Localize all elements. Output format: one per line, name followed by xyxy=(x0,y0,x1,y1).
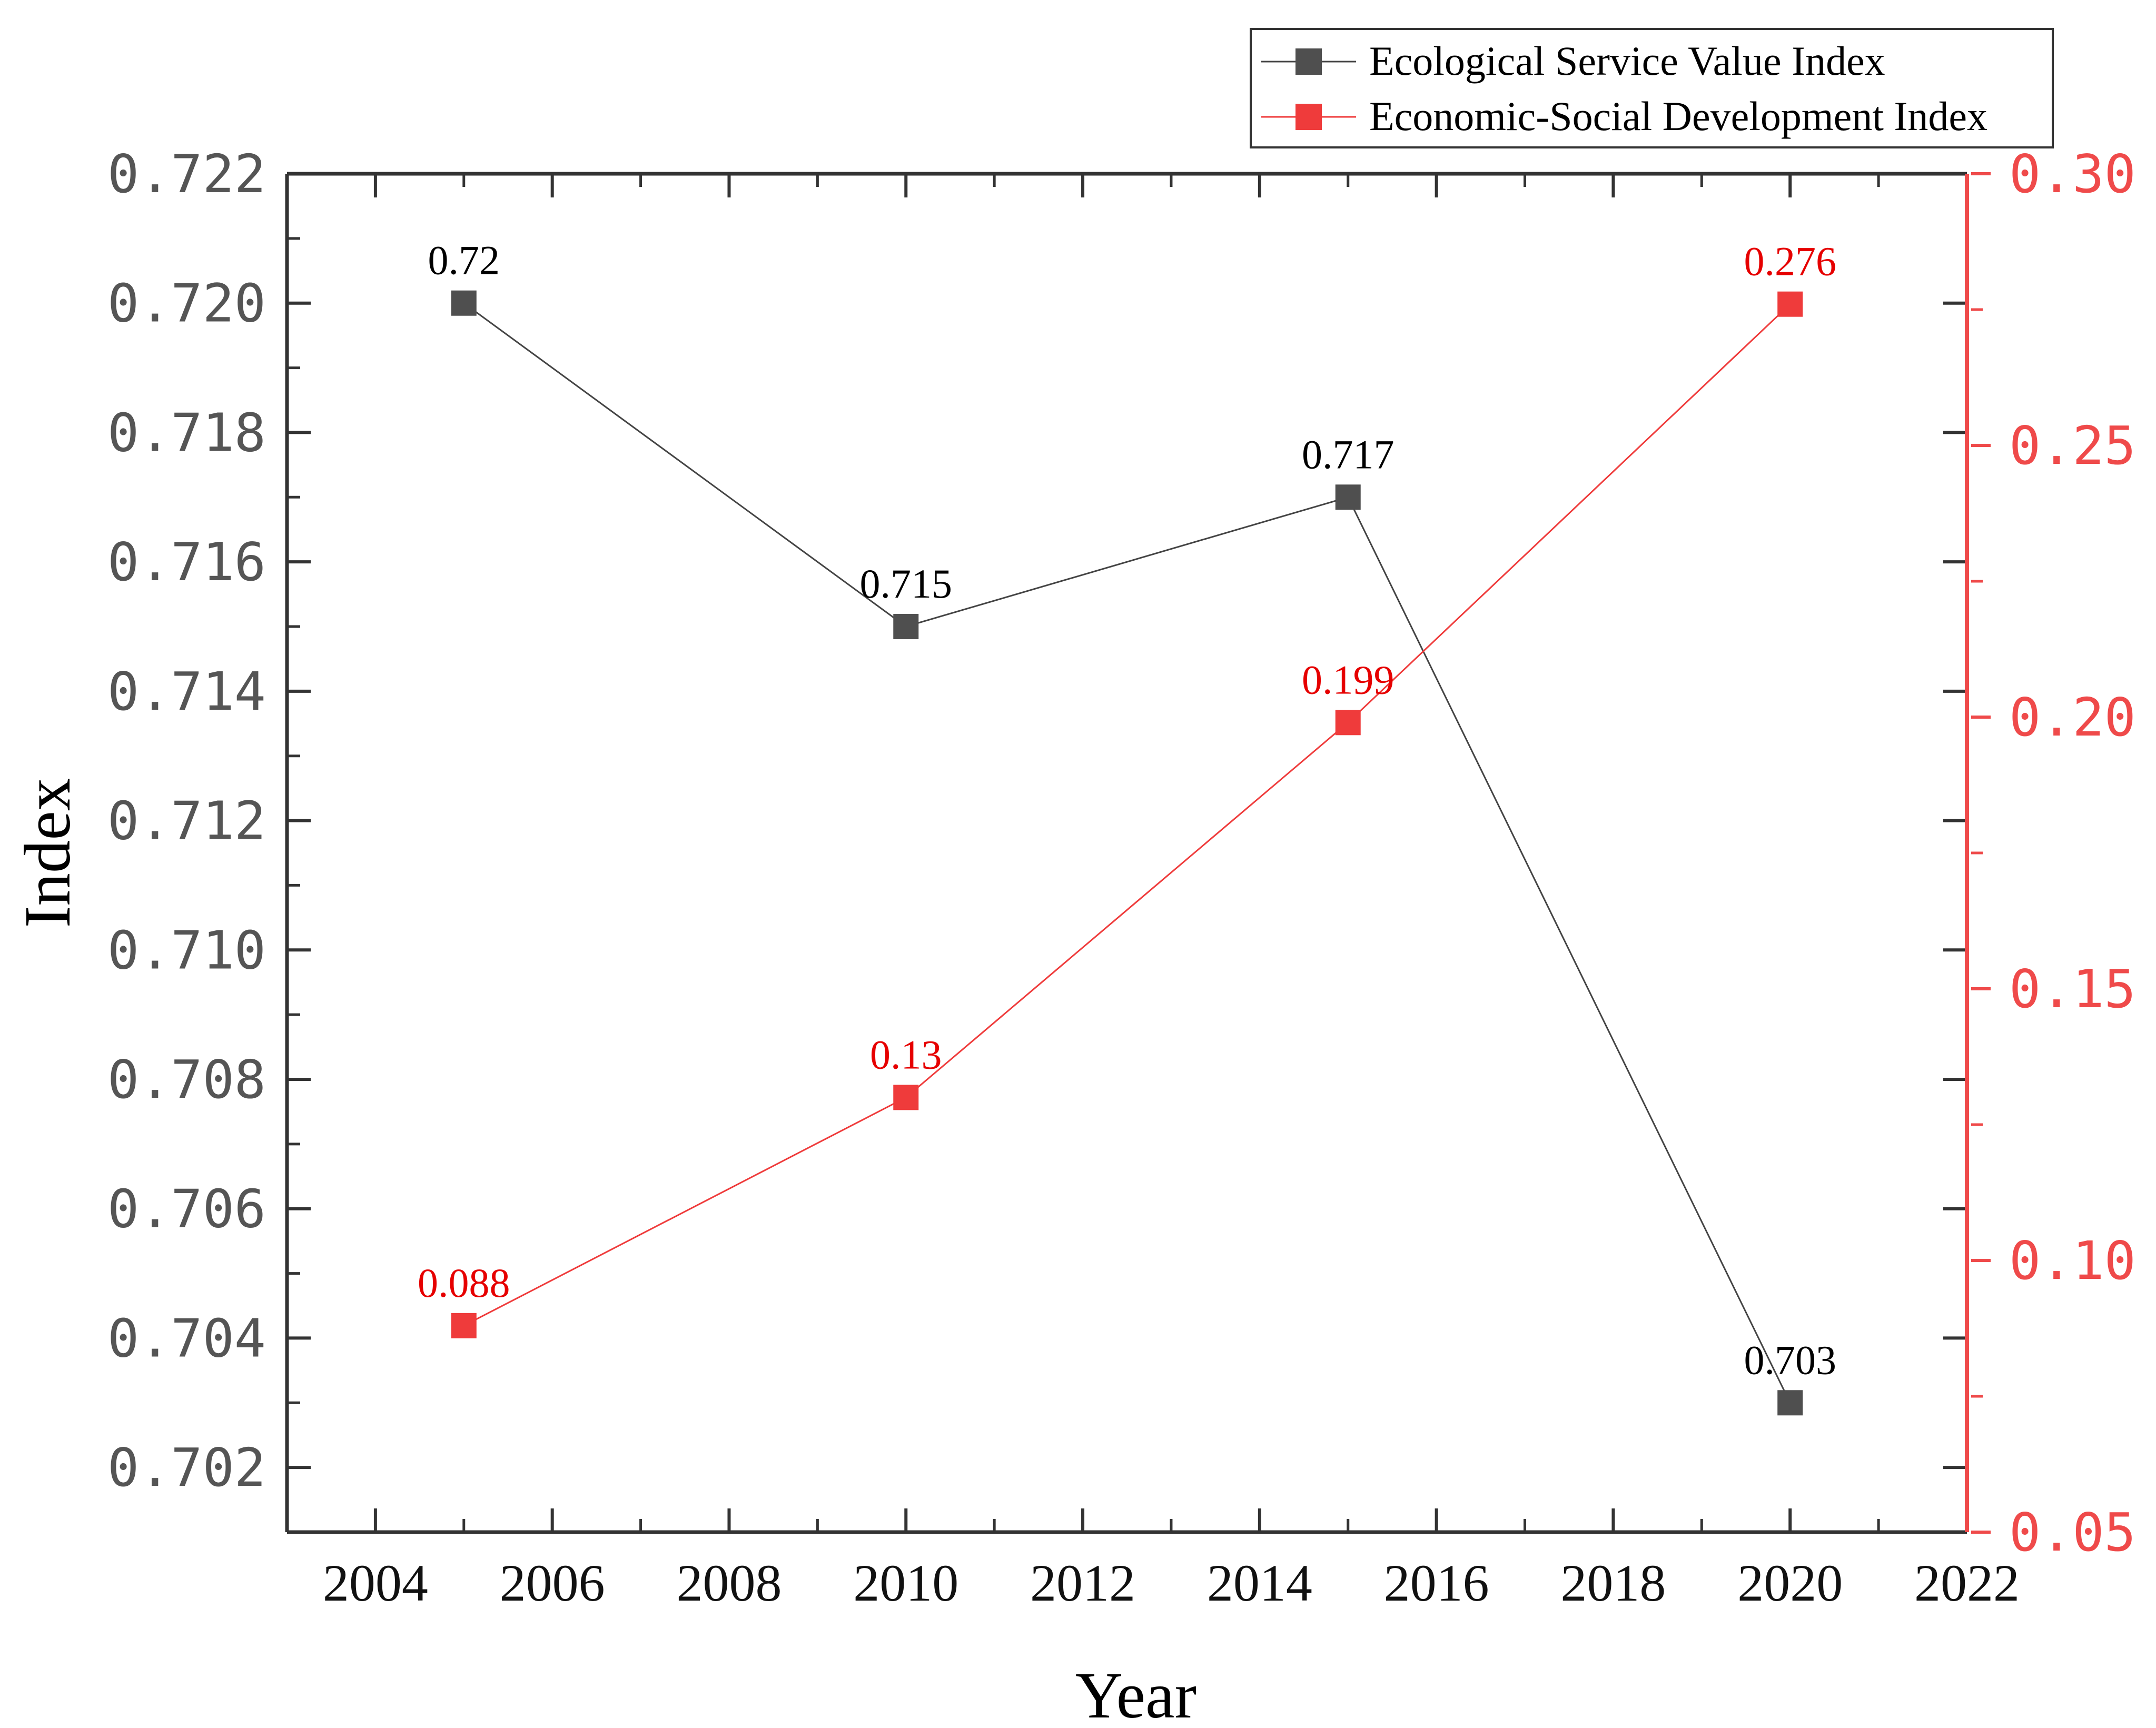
left-tick-label: 0.714 xyxy=(107,661,266,722)
data-labels: 0.72 0.715 0.717 0.703 0.088 0.13 0.199 0.276 xyxy=(418,237,1836,1383)
left-tick-label: 0.708 xyxy=(107,1049,266,1110)
left-tick-label: 0.720 xyxy=(107,273,266,334)
dev-series-line xyxy=(463,303,1791,1327)
dev-point-marker xyxy=(1777,291,1803,317)
right-tick-label: 0.05 xyxy=(2009,1502,2136,1563)
series-markers xyxy=(451,290,1803,1416)
eco-point-marker xyxy=(893,614,919,639)
dev-data-label: 0.088 xyxy=(418,1260,510,1306)
dev-point-marker xyxy=(1335,710,1361,736)
x-tick-label: 2022 xyxy=(1914,1554,2020,1612)
eco-data-label: 0.715 xyxy=(860,561,953,607)
eco-data-label: 0.72 xyxy=(428,237,500,283)
left-tick-label: 0.704 xyxy=(107,1307,266,1369)
dev-point-marker xyxy=(451,1313,477,1338)
eco-series-line xyxy=(463,302,1791,1403)
dev-data-label: 0.276 xyxy=(1744,239,1836,284)
right-tick-label: 0.15 xyxy=(2009,958,2136,1020)
dev-data-label: 0.199 xyxy=(1302,657,1395,702)
legend-eco-marker xyxy=(1295,48,1322,75)
x-tick-label: 2018 xyxy=(1560,1554,1666,1612)
x-axis-title: Year xyxy=(1075,1660,1196,1728)
right-tick-label: 0.25 xyxy=(2009,415,2136,476)
dev-point-marker xyxy=(893,1085,919,1110)
dev-data-label: 0.13 xyxy=(870,1031,942,1077)
eco-point-marker xyxy=(451,290,477,316)
legend-box xyxy=(1250,28,2054,148)
left-tick-label: 0.722 xyxy=(107,143,266,205)
right-tick-label: 0.10 xyxy=(2009,1230,2136,1292)
left-tick-label: 0.706 xyxy=(107,1178,266,1240)
right-tick-label: 0.20 xyxy=(2009,687,2136,748)
left-tick-label: 0.716 xyxy=(107,531,266,593)
eco-point-marker xyxy=(1777,1390,1803,1416)
x-tick-label: 2004 xyxy=(323,1554,428,1612)
left-tick-label: 0.710 xyxy=(107,919,266,981)
plot-frame xyxy=(285,172,1969,1534)
x-tick-label: 2014 xyxy=(1207,1554,1312,1612)
axis-ticks: 0.702 0.704 0.706 0.708 0.710 0.712 0.714 0.716… xyxy=(107,143,2136,1612)
eco-data-label: 0.717 xyxy=(1302,431,1395,477)
y-axis-title: Index xyxy=(12,778,84,928)
left-tick-label: 0.712 xyxy=(107,790,266,852)
x-tick-label: 2012 xyxy=(1030,1554,1135,1612)
left-tick-label: 0.718 xyxy=(107,402,266,463)
legend-dev-marker xyxy=(1295,104,1322,130)
x-tick-label: 2010 xyxy=(853,1554,958,1612)
legend-dev-label: Economic-Social Development Index xyxy=(1369,93,1987,139)
left-tick-label: 0.702 xyxy=(107,1437,266,1498)
eco-point-marker xyxy=(1335,484,1361,510)
x-tick-label: 2006 xyxy=(500,1554,605,1612)
x-tick-label: 2016 xyxy=(1384,1554,1489,1612)
legend-eco-label: Ecological Service Value Index xyxy=(1369,38,1885,84)
x-tick-label: 2008 xyxy=(676,1554,782,1612)
right-tick-label: 0.30 xyxy=(2009,143,2136,205)
x-tick-label: 2020 xyxy=(1737,1554,1843,1612)
eco-data-label: 0.703 xyxy=(1744,1337,1836,1383)
series-lines xyxy=(463,302,1791,1403)
legend: Ecological Service Value Index Economic-… xyxy=(1250,28,2054,148)
